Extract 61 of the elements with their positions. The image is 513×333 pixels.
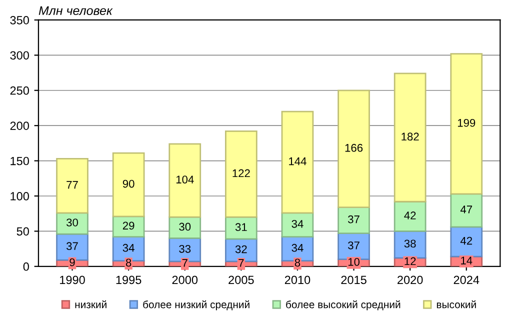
legend-label: более высокий средний xyxy=(286,300,400,310)
y-tick-label: 0 xyxy=(23,262,29,271)
data-label: 90 xyxy=(122,180,134,188)
data-label: 32 xyxy=(235,245,247,254)
data-label: 33 xyxy=(179,244,191,253)
data-label: 37 xyxy=(348,215,360,224)
data-label: 34 xyxy=(292,220,304,228)
data-label: 14 xyxy=(461,256,472,264)
data-label: 42 xyxy=(404,212,416,220)
x-tick-label: 1990 xyxy=(60,276,85,284)
y-tick-label: 150 xyxy=(10,156,29,166)
data-label: 104 xyxy=(176,176,194,184)
y-tick-label: 200 xyxy=(10,122,29,130)
data-label: 199 xyxy=(458,118,476,127)
data-label: 8 xyxy=(294,258,300,267)
data-label: 7 xyxy=(182,259,188,267)
y-tick-label: 50 xyxy=(16,227,29,236)
bar xyxy=(224,130,258,218)
legend-label: высокий xyxy=(436,300,476,308)
data-label: 182 xyxy=(402,132,419,141)
data-label: 42 xyxy=(460,236,472,245)
y-tick-label: 100 xyxy=(10,192,29,200)
x-tick-label: 2000 xyxy=(172,276,198,284)
data-label: 9 xyxy=(70,258,75,266)
data-label: 30 xyxy=(66,218,78,226)
data-label: 8 xyxy=(126,258,132,267)
legend-label: низкий xyxy=(75,300,106,308)
data-label: 144 xyxy=(289,157,306,166)
data-label: 37 xyxy=(348,241,360,250)
bar xyxy=(394,72,426,202)
y-tick-label: 350 xyxy=(10,16,29,24)
x-tick-label: 2024 xyxy=(454,276,480,284)
data-label: 30 xyxy=(179,222,191,231)
data-label: 10 xyxy=(348,258,360,266)
y-tick-label: 300 xyxy=(10,51,29,60)
bar xyxy=(281,110,314,214)
data-label: 37 xyxy=(66,242,78,250)
y-tick-label: 250 xyxy=(10,86,29,95)
x-tick-label: 1995 xyxy=(116,276,142,284)
data-label: 122 xyxy=(232,169,250,178)
x-tick-label: 2005 xyxy=(228,276,254,284)
data-label: 34 xyxy=(122,244,134,252)
bar xyxy=(338,90,370,208)
chart-title: Млн человек xyxy=(38,6,113,16)
bar xyxy=(168,143,202,218)
bar xyxy=(112,152,145,218)
data-label: 7 xyxy=(238,259,244,267)
data-label: 38 xyxy=(404,240,416,248)
data-label: 29 xyxy=(122,222,134,230)
data-label: 166 xyxy=(345,144,363,152)
x-tick-label: 2020 xyxy=(398,276,423,284)
x-tick-label: 2015 xyxy=(341,276,366,284)
bar xyxy=(450,53,483,195)
data-label: 47 xyxy=(460,206,472,214)
data-label: 34 xyxy=(292,244,304,252)
data-label: 31 xyxy=(235,223,247,232)
data-label: 77 xyxy=(66,181,78,189)
x-tick-label: 2010 xyxy=(284,276,310,284)
legend-label: более низкий средний xyxy=(143,300,250,310)
data-label: 12 xyxy=(404,257,416,266)
bar xyxy=(56,158,88,214)
